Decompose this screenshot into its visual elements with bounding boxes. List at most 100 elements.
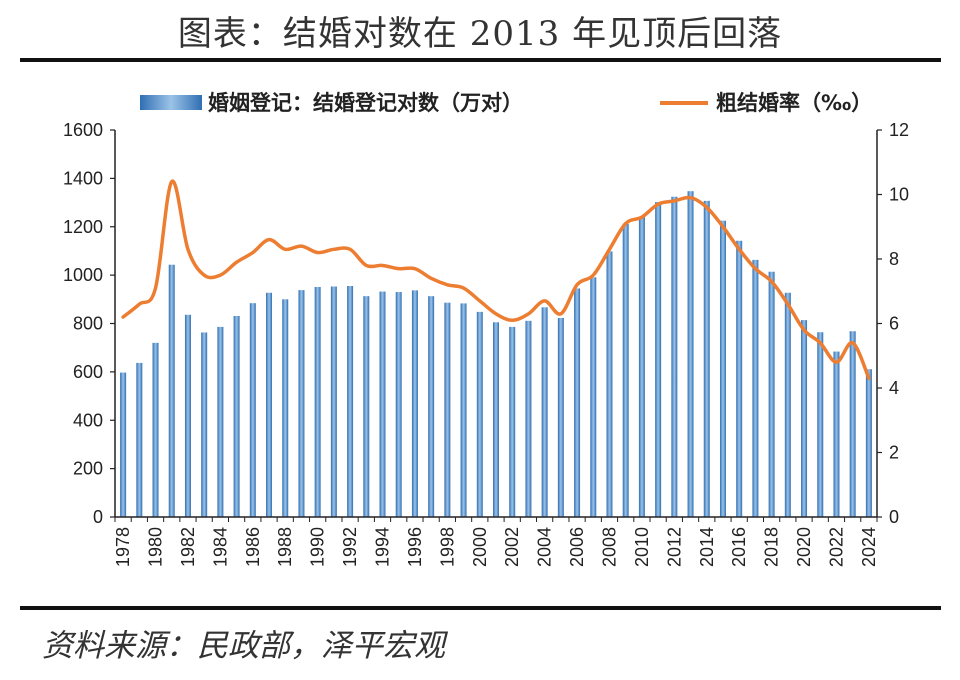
bar-1995 [395,292,402,517]
left-tick-label: 1200 [63,217,103,237]
bar-2016 [736,240,743,517]
bar-1994 [379,291,386,517]
x-tick-label: 1984 [210,527,230,567]
right-tick-label: 4 [889,378,899,398]
bar-1980 [152,342,159,517]
left-tick-label: 200 [73,459,103,479]
left-axis-ticks: 0 200 400 600 800 1000 1200 1400 1600 [63,120,115,527]
bar-2013 [687,191,694,517]
x-tick-label: 2016 [729,527,749,567]
bar-1997 [428,296,435,517]
x-tick-label: 1982 [178,527,198,567]
bar-2009 [622,223,629,517]
bar-1990 [314,286,321,517]
bar-2021 [817,332,824,517]
bar-2012 [671,196,678,517]
x-tick-label: 1990 [308,527,328,567]
x-tick-label: 2024 [859,527,879,567]
right-tick-label: 8 [889,249,899,269]
marriage-rate-line [121,179,871,381]
bar-2001 [493,322,499,517]
bar-1987 [266,292,273,517]
x-tick-label: 2014 [697,527,717,567]
left-tick-label: 800 [73,314,103,334]
x-tick-label: 2004 [535,527,555,567]
right-tick-label: 0 [889,507,899,527]
bar-2008 [606,251,613,518]
bar-2006 [574,288,581,517]
bar-1989 [298,290,305,517]
x-tick-label: 1986 [243,527,263,567]
x-tick-label: 1978 [113,527,133,567]
right-tick-label: 12 [889,120,909,140]
bar-2004 [541,307,548,517]
x-tick-label: 2008 [599,527,619,567]
left-tick-label: 1400 [63,168,103,188]
right-tick-label: 2 [889,443,899,463]
x-tick-label: 2010 [632,527,652,567]
bar-1978 [120,372,127,517]
source-note: 资料来源：民政部，泽平宏观 [42,628,445,664]
x-tick-label: 1994 [373,527,393,567]
source-divider [20,606,941,610]
bar-2018 [768,271,775,517]
x-tick-label: 2012 [664,527,684,567]
x-tick-label: 1992 [340,527,360,567]
bar-2014 [703,200,710,517]
bar-1979 [136,362,143,517]
bar-1981 [168,264,175,517]
bar-1998 [444,302,451,517]
bar-2000 [476,311,483,517]
left-tick-label: 0 [93,507,103,527]
bar-2022 [833,351,840,517]
x-tick-label: 2000 [470,527,490,567]
bar-1993 [363,296,370,517]
x-tick-label: 2018 [762,527,782,567]
bar-1999 [460,303,467,517]
bar-1985 [233,316,240,517]
x-tick-label: 2002 [502,527,522,567]
legend-bar-label: 婚姻登记：结婚登记对数（万对） [208,91,523,115]
bar-1986 [249,303,256,517]
x-tick-label: 1980 [146,527,166,567]
bar-2017 [752,259,759,517]
bar-1983 [201,332,208,517]
legend: 婚姻登记：结婚登记对数（万对） 粗结婚率（‰） [140,91,872,115]
chart-title: 图表：结婚对数在 2013 年见顶后回落 [177,14,783,54]
bar-2020 [801,320,808,517]
x-tick-label: 1996 [405,527,425,567]
bar-1982 [184,314,191,517]
left-tick-label: 600 [73,362,103,382]
bar-1988 [282,299,289,517]
bar-2010 [638,216,645,517]
left-tick-label: 400 [73,410,103,430]
x-tick-label: 2020 [794,527,814,567]
title-underline [20,58,941,62]
bar-2007 [590,277,597,517]
bar-1991 [330,286,337,517]
x-tick-label: 1998 [437,527,457,567]
marriage-chart: 婚姻登记：结婚登记对数（万对） 粗结婚率（‰） 0200400600800100… [63,91,909,567]
x-axis-ticks: 1978 1980 1982 1984 1986 1988 1990 1992 1994 1996… [113,517,879,567]
bar-2005 [557,317,564,517]
bar-2015 [719,220,726,517]
legend-line-label: 粗结婚率（‰） [716,91,872,115]
x-tick-label: 2022 [826,527,846,567]
bar-1984 [217,326,224,517]
right-axis-ticks: 0 2 4 6 8 10 12 [877,120,909,527]
right-tick-label: 10 [889,185,909,205]
right-tick-label: 6 [889,314,899,334]
legend-bar-swatch [140,95,202,110]
bar-2023 [849,331,856,517]
left-tick-label: 1000 [63,265,103,285]
bar-2024 [865,369,872,517]
bar-1996 [411,290,418,517]
bar-1992 [347,286,354,517]
left-tick-label: 1600 [63,120,103,140]
bar-2003 [525,320,532,517]
bar-2011 [655,202,662,517]
bar-2002 [509,326,516,517]
x-tick-label: 2006 [567,527,587,567]
bar-2019 [784,292,791,517]
bar-series [120,191,872,518]
